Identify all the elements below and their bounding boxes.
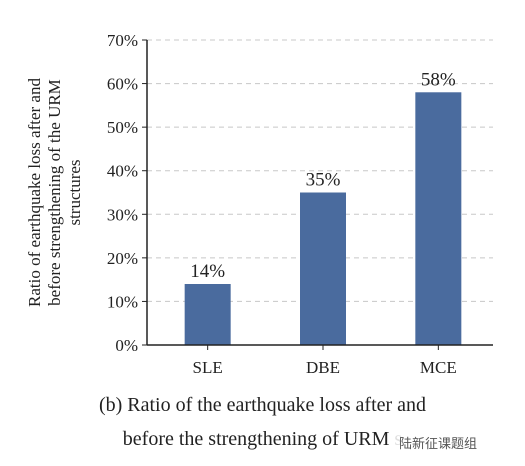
y-tick-label: 30% [107, 205, 138, 224]
y-tick-label: 70% [107, 31, 138, 50]
x-tick-label-mce: MCE [420, 358, 457, 377]
y-tick-label: 10% [107, 292, 138, 311]
x-axis-ticks: SLE DBE MCE [193, 345, 457, 377]
y-tick-label: 40% [107, 162, 138, 181]
x-tick-label-dbe: DBE [306, 358, 340, 377]
y-axis-ticks: 0% 10% 20% 30% 40% 50% 60% 70% [107, 31, 147, 355]
y-tick-label: 50% [107, 118, 138, 137]
y-axis-label-line: structures [65, 159, 84, 225]
bar-mce [415, 92, 462, 346]
y-tick-label: 60% [107, 75, 138, 94]
data-labels: 14% 35% 58% [190, 69, 456, 282]
watermark-badge: 陆新征课题组 [395, 432, 482, 453]
x-tick-label-sle: SLE [193, 358, 223, 377]
figure-caption-line-1: (b) Ratio of the earthquake loss after a… [98, 394, 427, 416]
y-axis-label-line: Ratio of earthquake loss after and [25, 78, 44, 307]
bar-dbe [300, 192, 346, 345]
bar-chart: 0% 10% 20% 30% 40% 50% 60% 70% 14% 35% 58% SLE DBE… [25, 31, 493, 377]
bars [184, 92, 462, 346]
y-tick-label: 20% [107, 249, 138, 268]
data-label-mce: 58% [421, 69, 456, 90]
y-axis-label-line: before strengthening of the URM [45, 79, 64, 306]
y-tick-label: 0% [115, 336, 138, 355]
figure-caption-line-2: before the strengthening of URM s [122, 428, 403, 450]
data-label-dbe: 35% [306, 170, 341, 191]
y-axis-label: Ratio of earthquake loss after andbefore… [25, 78, 84, 307]
bar-sle [184, 284, 231, 345]
data-label-sle: 14% [190, 261, 225, 282]
